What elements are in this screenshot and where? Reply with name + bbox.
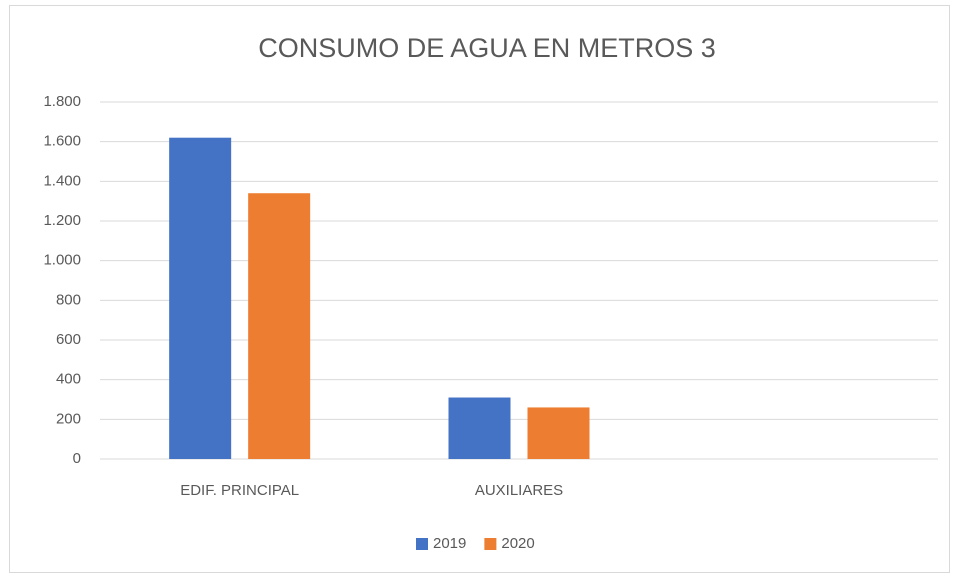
chart-title: CONSUMO DE AGUA EN METROS 3 (258, 33, 716, 63)
y-tick-label: 1.800 (43, 93, 81, 110)
bar (248, 193, 311, 459)
chart-frame (9, 5, 950, 573)
y-tick-label: 0 (73, 450, 81, 467)
x-tick-label: EDIF. PRINCIPAL (180, 482, 299, 499)
y-tick-label: 400 (56, 371, 81, 388)
y-tick-label: 1.200 (43, 212, 81, 229)
y-tick-label: 800 (56, 291, 81, 308)
legend-label: 2019 (433, 535, 466, 552)
y-tick-label: 1.400 (43, 172, 81, 189)
y-tick-label: 200 (56, 410, 81, 427)
y-tick-label: 1.000 (43, 252, 81, 269)
y-tick-label: 1.600 (43, 133, 81, 150)
x-tick-label: AUXILIARES (475, 482, 563, 499)
bar (527, 407, 590, 459)
y-tick-label: 600 (56, 331, 81, 348)
bar (448, 397, 511, 459)
bar (169, 137, 232, 459)
legend-swatch (416, 538, 428, 550)
legend-swatch (484, 538, 497, 550)
legend-label: 2020 (501, 535, 534, 552)
